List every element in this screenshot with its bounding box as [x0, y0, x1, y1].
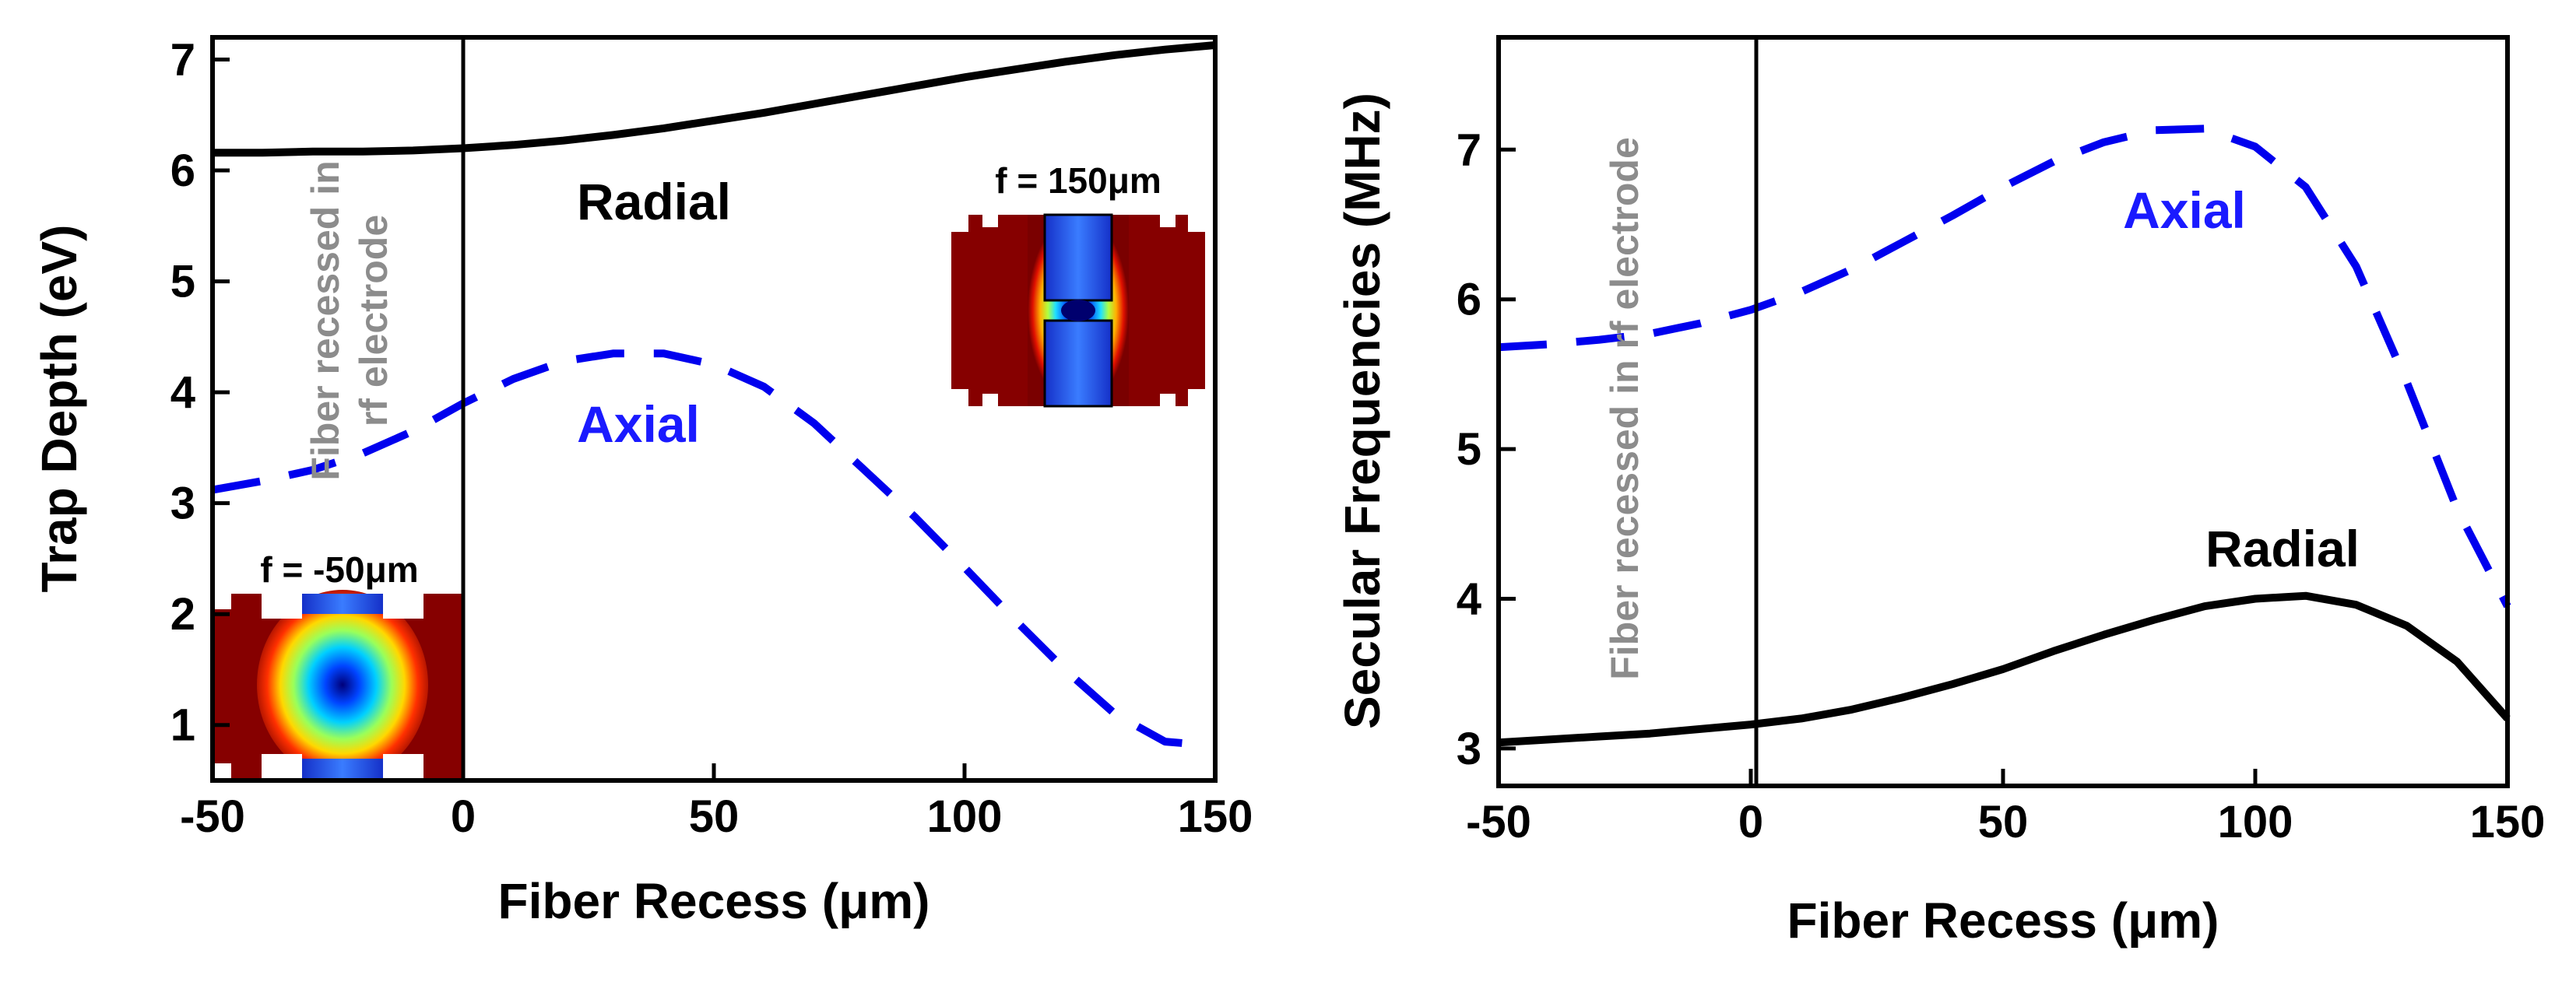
- trap-depth-chart: -50 0 50 100 150 1 2 3 4 5 6 7 Fiber Recess (μm) Tr…: [31, 35, 1253, 929]
- x-axis-title: Fiber Recess (μm): [498, 873, 930, 929]
- inset-field-map-minus50um: [213, 590, 462, 780]
- inset-field-map-150um: [951, 213, 1205, 408]
- secular-frequencies-chart: -50 0 50 100 150 3 4 5 6 7 Fiber Recess (μm) Secu…: [1334, 35, 2546, 949]
- y-tick-label: 7: [170, 35, 195, 86]
- x-tick-label: -50: [1466, 797, 1531, 847]
- x-tick-label: -50: [180, 791, 245, 842]
- x-tick-label: 50: [1978, 797, 2029, 847]
- plot-frame: [1496, 35, 2510, 788]
- y-axis-title: Secular Frequencies (MHz): [1334, 93, 1390, 729]
- axial-curve-label: Axial: [2123, 181, 2246, 239]
- axial-series-line: [1498, 125, 2511, 608]
- y-tick-label: 6: [1457, 275, 1481, 325]
- x-axis-title: Fiber Recess (μm): [1787, 893, 2219, 949]
- y-tick-label: 3: [1457, 724, 1481, 774]
- y-tick-label: 2: [170, 589, 195, 640]
- x-tick-label: 0: [1738, 797, 1763, 847]
- x-tick-label: 100: [927, 791, 1003, 842]
- y-tick-label: 1: [170, 700, 195, 751]
- recess-note-line-2: rf electrode: [352, 215, 395, 426]
- axial-curve-label: Axial: [577, 395, 700, 453]
- inset-label-minus50um: f = -50μm: [260, 549, 418, 590]
- y-tick-label: 3: [170, 479, 195, 529]
- inset-label-150um: f = 150μm: [995, 160, 1161, 201]
- x-tick-label: 0: [451, 791, 476, 842]
- y-tick-label: 5: [170, 257, 195, 307]
- x-tick-label: 150: [2470, 797, 2546, 847]
- y-tick-label: 4: [1457, 574, 1481, 625]
- recess-region-note: Fiber recessed in rf electrode: [304, 160, 395, 480]
- x-tick-label: 150: [1178, 791, 1253, 842]
- y-tick-label: 6: [170, 146, 195, 196]
- x-tick-label: 50: [689, 791, 740, 842]
- x-tick-label: 100: [2218, 797, 2293, 847]
- y-tick-label: 5: [1457, 424, 1481, 475]
- radial-series-line: [1498, 591, 2511, 747]
- y-tick-label: 7: [1457, 125, 1481, 175]
- radial-curve-label: Radial: [577, 173, 731, 230]
- recess-region-note: Fiber recessed in rf electrode: [1603, 137, 1646, 680]
- axial-series-line: [212, 349, 1206, 749]
- radial-series-line: [213, 41, 1216, 157]
- plot-frame: [210, 35, 1218, 783]
- y-axis-title: Trap Depth (eV): [31, 225, 87, 593]
- y-tick-label: 4: [170, 367, 195, 418]
- recess-note-line-1: Fiber recessed in: [304, 160, 347, 480]
- radial-curve-label: Radial: [2205, 520, 2360, 577]
